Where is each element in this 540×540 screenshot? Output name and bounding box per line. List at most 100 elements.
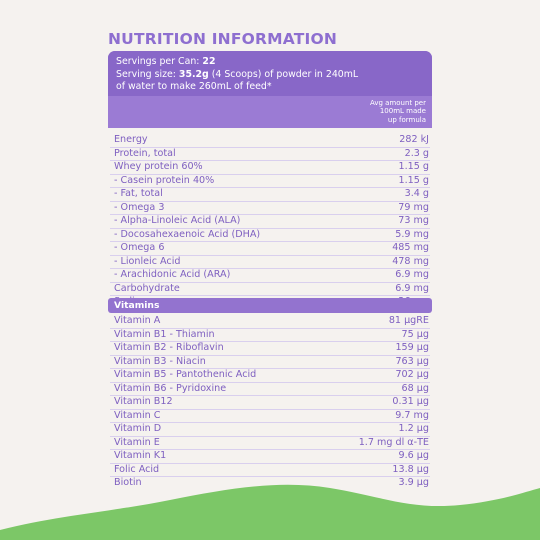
nutrient-row: - Arachidonic Acid (ARA) 6.9 mg (108, 269, 432, 282)
row-divider (110, 146, 430, 148)
nutrient-row: - Fat, total 3.4 g (108, 188, 432, 201)
row-divider (110, 173, 430, 175)
nutrient-value: 9.6 µg (398, 450, 429, 461)
avg-amount-header: Avg amount per 100mL made up formula (346, 99, 426, 124)
nutrient-value: 1.2 µg (398, 423, 429, 434)
nutrient-row: - Alpha-Linoleic Acid (ALA) 73 mg (108, 215, 432, 228)
nutrient-row: - Docosahexaenoic Acid (DHA) 5.9 mg (108, 229, 432, 242)
servings-per-can-value: 22 (202, 56, 216, 67)
row-divider (110, 395, 430, 396)
nutrient-label: Vitamin B6 - Pyridoxine (114, 382, 227, 394)
avg-header-line: 100mL made (379, 107, 426, 116)
nutrient-value: 3.9 µg (398, 477, 429, 488)
row-divider (110, 268, 430, 269)
row-divider (110, 368, 430, 369)
nutrient-row: Vitamin A 81 µgRE (108, 315, 432, 328)
nutrient-label: - Lionleic Acid (114, 255, 181, 267)
row-divider (110, 200, 430, 202)
row-divider (110, 160, 430, 161)
row-divider (110, 462, 430, 464)
avg-header-line: Avg amount per (369, 99, 426, 107)
nutrient-value: 282 kJ (399, 134, 429, 145)
nutrient-label: Vitamin B3 - Niacin (114, 355, 206, 367)
nutrient-value: 2.3 g (404, 147, 429, 159)
nutrient-label: Vitamin B5 - Pantothenic Acid (114, 369, 257, 380)
nutrient-row: Energy 282 kJ (108, 134, 432, 147)
nutrient-label: Vitamin C (114, 409, 161, 421)
nutrient-value: 3.4 g (404, 188, 429, 199)
nutrient-row: - Omega 3 79 mg (108, 202, 432, 215)
row-divider (110, 449, 430, 450)
nutrient-value: 1.7 mg dl α-TE (358, 436, 429, 448)
row-divider (110, 295, 430, 296)
row-divider (110, 214, 430, 215)
nutrient-row: Vitamin B3 - Niacin 763 µg (108, 356, 432, 369)
nutrient-label: - Fat, total (114, 188, 163, 199)
nutrient-value: 5.9 mg (395, 228, 429, 240)
row-divider (110, 227, 430, 229)
nutrient-label: Vitamin E (114, 436, 160, 448)
nutrient-row: - Casein protein 40% 1.15 g (108, 175, 432, 188)
nutrient-value: 9.7 mg (395, 409, 429, 421)
nutrient-row: Vitamin B1 - Thiamin 75 µg (108, 329, 432, 342)
nutrient-label: Vitamin D (114, 423, 162, 434)
nutrient-row: Carbohydrate 6.9 mg (108, 283, 432, 296)
nutrition-header: Servings per Can: 22 Serving size: 35.2g… (108, 51, 432, 128)
nutrient-row: Folic Acid 13.8 µg (108, 464, 432, 477)
nutrient-row: Biotin 3.9 µg (108, 477, 432, 490)
nutrient-label: - Docosahexaenoic Acid (DHA) (114, 228, 261, 240)
nutrient-label: Vitamin B2 - Riboflavin (114, 342, 224, 353)
nutrient-row: Vitamin B2 - Riboflavin 159 µg (108, 342, 432, 355)
nutrient-value: 81 µgRE (388, 315, 429, 326)
serving-size-value: 35.2g (178, 68, 209, 80)
nutrient-label: Whey protein 60% (114, 161, 203, 172)
nutrient-row: Vitamin D 1.2 µg (108, 423, 432, 436)
serving-size-rest: (4 Scoops) of powder in 240mL (211, 68, 359, 80)
nutrient-value: 702 µg (395, 369, 429, 380)
nutrient-row: Vitamin B12 0.31 µg (108, 396, 432, 409)
nutrient-label: - Omega 6 (114, 242, 165, 253)
vitamins-section-header: Vitamins (108, 298, 432, 313)
nutrient-row: Vitamin K1 9.6 µg (108, 450, 432, 463)
nutrient-label: Vitamin A (114, 315, 161, 326)
row-divider (110, 281, 430, 283)
nutrient-row: Vitamin B6 - Pyridoxine 68 µg (108, 383, 432, 396)
row-divider (110, 408, 430, 410)
row-divider (110, 381, 430, 383)
nutrient-row: - Lionleic Acid 478 mg (108, 256, 432, 269)
nutrient-label: Energy (114, 134, 148, 145)
nutrient-value: 485 mg (392, 242, 429, 253)
row-divider (110, 354, 430, 356)
nutrient-row: Vitamin B5 - Pantothenic Acid 702 µg (108, 369, 432, 382)
nutrient-row: Vitamin C 9.7 mg (108, 410, 432, 423)
nutrient-label: Folic Acid (114, 463, 160, 475)
nutrient-row: Vitamin E 1.7 mg dl α-TE (108, 437, 432, 450)
row-divider (110, 327, 430, 329)
nutrient-row: Whey protein 60% 1.15 g (108, 161, 432, 174)
nutrient-value: 79 mg (398, 201, 429, 213)
avg-header-line: up formula (387, 115, 426, 124)
nutrient-value: 159 µg (395, 342, 429, 353)
nutrient-label: Vitamin K1 (114, 450, 167, 461)
nutrient-row: Protein, total 2.3 g (108, 148, 432, 161)
nutrient-label: - Arachidonic Acid (ARA) (114, 269, 231, 280)
nutrient-label: - Casein protein 40% (114, 174, 215, 186)
nutrient-value: 6.9 mg (395, 269, 429, 280)
nutrient-label: Vitamin B1 - Thiamin (114, 328, 215, 340)
nutrient-value: 0.31 µg (392, 396, 429, 407)
nutrient-value: 75 µg (401, 328, 429, 340)
row-divider (110, 187, 430, 188)
nutrient-value: 478 mg (392, 255, 429, 267)
green-wave-decoration (0, 484, 540, 540)
nutrient-value: 73 mg (398, 215, 429, 226)
nutrient-value: 68 µg (401, 382, 429, 394)
row-divider (110, 254, 430, 256)
nutrient-value: 1.15 g (398, 161, 429, 172)
row-divider (110, 422, 430, 423)
nutrient-value: 1.15 g (398, 174, 429, 186)
servings-per-can-label: Servings per Can: (116, 56, 200, 67)
vitamin-list: Vitamin A 81 µgRE Vitamin B1 - Thiamin 75 µ… (108, 315, 432, 490)
nutrient-row: - Omega 6 485 mg (108, 242, 432, 255)
serving-size: Serving size: 35.2g (4 Scoops) of powder… (116, 69, 424, 82)
nutrient-label: Carbohydrate (114, 282, 180, 294)
